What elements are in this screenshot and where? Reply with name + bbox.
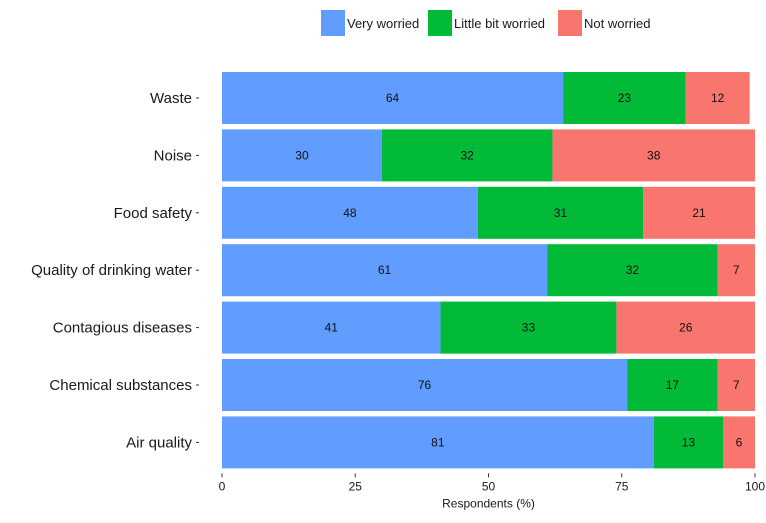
legend-label: Not worried [584,16,650,31]
bar-contagious-diseases-little-bit-worried [440,301,617,354]
data-label: 32 [461,148,475,162]
bar-waste-very-worried [222,72,564,124]
x-tick-label: 50 [482,479,496,493]
data-label: 13 [682,435,696,449]
data-label: 21 [692,206,706,220]
x-tick-label: 100 [745,479,765,493]
bar-quality-of-drinking-water-very-worried [222,244,548,297]
bar-quality-of-drinking-water-not-worried [717,244,755,297]
bar-chemical-substances-not-worried [717,359,755,411]
bar-chemical-substances-very-worried [222,359,628,411]
x-tick-label: 25 [349,479,363,493]
data-label: 38 [647,148,661,162]
y-axis: Waste Noise Food safety Quality of drinking… [31,90,199,451]
data-label: 17 [666,378,680,392]
data-label: 7 [733,263,740,277]
x-tick-label: 75 [615,479,629,493]
x-tick-label: 0 [219,479,226,493]
data-label: 32 [626,263,640,277]
bar-air-quality-very-worried [222,416,654,469]
bar-quality-of-drinking-water-little-bit-worried [547,244,718,297]
data-label: 23 [618,91,632,105]
legend-key-little-bit-worried [428,10,452,36]
data-label: 6 [736,435,743,449]
category-label: Food safety [114,205,193,222]
data-label: 48 [343,206,357,220]
data-label: 33 [522,321,536,335]
data-label: 30 [295,148,309,162]
bar-noise-not-worried [552,129,755,182]
x-axis-title: Respondents (%) [442,496,535,510]
data-label: 61 [378,263,392,277]
data-label: 76 [418,378,432,392]
category-label: Noise [154,147,192,164]
data-label: 7 [733,378,740,392]
category-label: Chemical substances [49,377,192,394]
category-label: Waste [150,90,192,107]
data-label: 81 [431,435,445,449]
legend-label: Little bit worried [454,16,545,31]
bars-group: 64 23 12 30 32 38 48 31 21 61 32 7 41 33 26 76 17 7 81 13 6 [222,72,755,469]
legend: Very worried Little bit worried Not worrie… [321,10,650,36]
bar-food-safety-little-bit-worried [477,186,644,239]
bar-waste-little-bit-worried [563,72,686,124]
bar-chemical-substances-little-bit-worried [627,359,718,411]
data-label: 41 [325,321,339,335]
legend-key-very-worried [321,10,345,36]
bar-contagious-diseases-not-worried [616,301,755,354]
legend-label: Very worried [347,16,419,31]
legend-key-not-worried [558,10,582,36]
data-label: 64 [386,91,400,105]
x-axis: 0 25 50 75 100 [219,473,765,493]
category-label: Quality of drinking water [31,262,192,279]
bar-air-quality-little-bit-worried [653,416,724,469]
bar-food-safety-not-worried [643,186,755,239]
data-label: 31 [554,206,568,220]
bar-air-quality-not-worried [723,416,755,469]
data-label: 12 [711,91,725,105]
data-label: 26 [679,321,693,335]
category-label: Air quality [126,434,192,451]
bar-waste-not-worried [685,72,750,124]
category-label: Contagious diseases [53,320,192,337]
bar-noise-very-worried [222,129,382,182]
bar-contagious-diseases-very-worried [222,301,441,354]
bar-noise-little-bit-worried [381,129,553,182]
bar-food-safety-very-worried [222,186,478,239]
